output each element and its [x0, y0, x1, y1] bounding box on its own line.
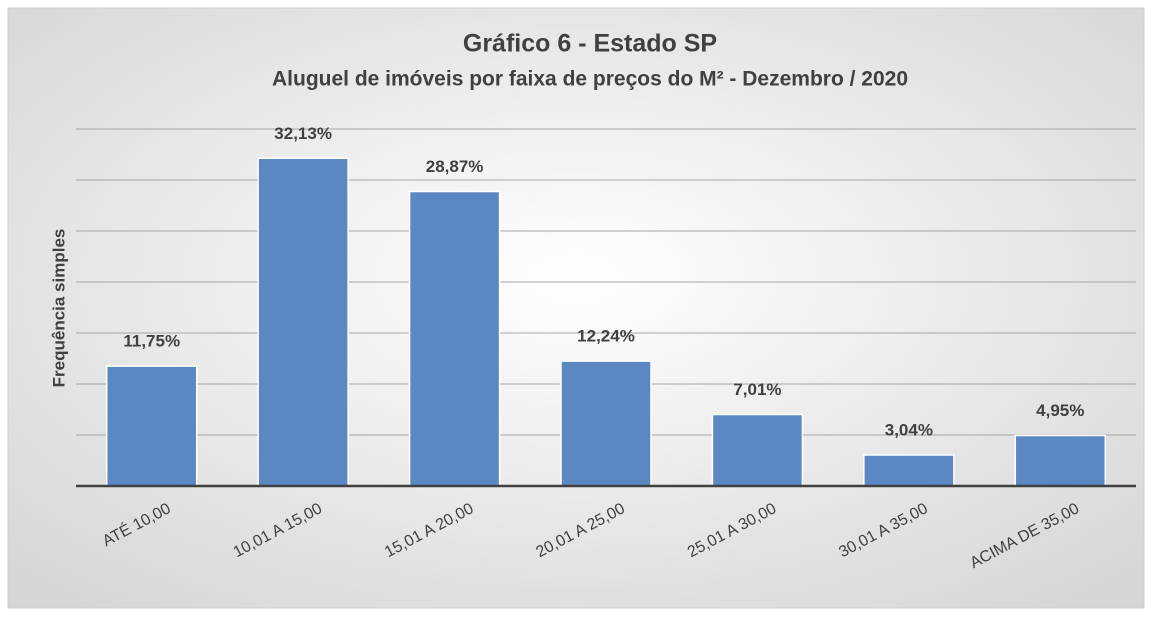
data-label: 11,75% — [123, 332, 180, 351]
bar — [1014, 434, 1107, 487]
bar — [863, 454, 955, 487]
bar — [257, 157, 349, 487]
y-axis-label: Frequência simples — [49, 229, 68, 388]
bar — [560, 360, 652, 487]
bar — [105, 365, 198, 487]
data-label: 28,87% — [426, 157, 484, 176]
chart-subtitle: Aluguel de imóveis por faixa de preços d… — [272, 68, 908, 91]
bar — [408, 190, 501, 487]
data-label: 3,04% — [885, 420, 933, 439]
data-label: 12,24% — [577, 327, 635, 346]
data-label: 4,95% — [1036, 401, 1084, 420]
chart-background — [7, 7, 1145, 609]
data-label: 7,01% — [733, 380, 781, 399]
chart-title: Gráfico 6 - Estado SP — [463, 30, 717, 58]
data-label: 32,13% — [274, 124, 332, 143]
bar — [711, 413, 804, 487]
